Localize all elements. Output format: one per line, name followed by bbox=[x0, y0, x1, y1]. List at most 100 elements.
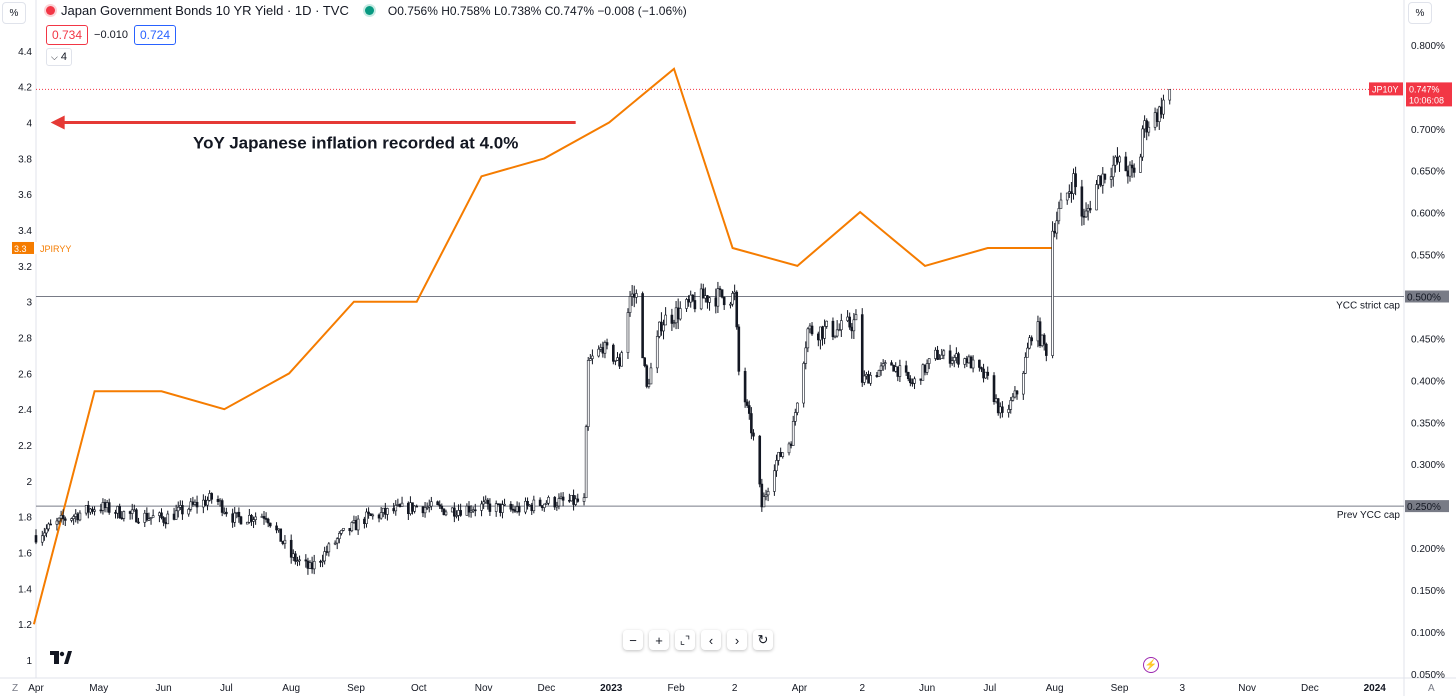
candle-body bbox=[630, 293, 634, 297]
scroll-right-button[interactable]: › bbox=[727, 630, 747, 650]
chart-navigation-toolbar: − + ⌞⌝ ‹ › ↻ bbox=[623, 630, 773, 650]
candle-body bbox=[528, 504, 531, 507]
candle-body bbox=[352, 520, 356, 523]
candle-body bbox=[1024, 356, 1027, 374]
candle-body bbox=[553, 497, 557, 508]
reset-chart-button[interactable]: ↻ bbox=[753, 630, 773, 650]
scroll-left-button[interactable]: ‹ bbox=[701, 630, 721, 650]
candle-body bbox=[701, 288, 705, 299]
candle-body bbox=[1101, 173, 1105, 186]
candle-body bbox=[107, 502, 111, 513]
candle-body bbox=[1132, 167, 1136, 173]
time-tick-label: Dec bbox=[537, 683, 555, 694]
candle-body bbox=[750, 413, 753, 434]
time-tick-label: Nov bbox=[475, 683, 493, 694]
symbol-title[interactable]: Japan Government Bonds 10 YR Yield · 1D … bbox=[61, 3, 349, 18]
candle-body bbox=[672, 322, 676, 325]
candle-body bbox=[409, 502, 412, 514]
candle-body bbox=[1042, 334, 1046, 345]
candle-body bbox=[1097, 175, 1100, 185]
candle-body bbox=[396, 504, 400, 506]
time-tick-label: 2024 bbox=[1364, 683, 1387, 694]
candle-body bbox=[530, 504, 534, 512]
candle-body bbox=[93, 509, 96, 512]
candle-body bbox=[904, 365, 908, 373]
candle-body bbox=[181, 505, 184, 515]
reset-zoom-button[interactable]: ⌞⌝ bbox=[675, 630, 695, 650]
candle-body bbox=[471, 509, 475, 512]
candle-body bbox=[363, 518, 366, 524]
candle-body bbox=[890, 362, 893, 366]
candle-body bbox=[503, 503, 506, 506]
candle-body bbox=[963, 358, 967, 365]
auto-scale-left-button[interactable]: Z bbox=[12, 683, 19, 694]
candle-body bbox=[676, 307, 680, 320]
candle-body bbox=[381, 507, 385, 513]
candle-body bbox=[892, 364, 895, 372]
sell-price-button[interactable]: 0.734 bbox=[46, 25, 89, 45]
candle-body bbox=[787, 443, 791, 454]
candle-body bbox=[840, 320, 843, 331]
candle-body bbox=[453, 507, 456, 517]
right-tick-label: 0.600% bbox=[1411, 209, 1445, 220]
buy-price-button[interactable]: 0.724 bbox=[133, 25, 177, 45]
zoom-out-button[interactable]: − bbox=[623, 630, 643, 650]
ycc-cap-label: Prev YCC cap bbox=[1337, 510, 1401, 521]
high-label: H bbox=[441, 3, 450, 18]
candle-body bbox=[367, 511, 370, 515]
candle-body bbox=[865, 374, 868, 377]
cpi-last-value: 3.3 bbox=[14, 244, 27, 254]
candle-body bbox=[542, 503, 546, 508]
candle-body bbox=[430, 501, 433, 507]
candle-body bbox=[936, 349, 939, 360]
lightning-icon[interactable]: ⚡ bbox=[1143, 657, 1159, 673]
candle-body bbox=[421, 506, 425, 514]
jp10y-countdown: 10:06:08 bbox=[1409, 95, 1444, 105]
candle-body bbox=[716, 288, 720, 307]
left-tick-label: 3.2 bbox=[18, 262, 32, 273]
price-scale-marker-label: 0.250% bbox=[1407, 502, 1441, 513]
candle-body bbox=[779, 452, 782, 457]
candle-body bbox=[1013, 390, 1017, 398]
candle-body bbox=[599, 347, 603, 350]
candle-body bbox=[1128, 164, 1132, 177]
candle-body bbox=[568, 499, 571, 502]
candle-body bbox=[484, 499, 488, 503]
candle-body bbox=[616, 357, 619, 361]
candle-body bbox=[277, 528, 280, 531]
candle-body bbox=[193, 501, 197, 505]
candle-body bbox=[89, 508, 92, 513]
left-tick-label: 1 bbox=[26, 656, 32, 667]
candle-body bbox=[465, 505, 469, 516]
left-tick-label: 2.4 bbox=[18, 405, 32, 416]
candle-body bbox=[145, 512, 149, 521]
left-tick-label: 4 bbox=[26, 119, 32, 130]
candle-body bbox=[473, 509, 477, 512]
candle-body bbox=[1168, 89, 1172, 101]
right-scale-mode-button[interactable]: % bbox=[1408, 2, 1432, 24]
indicators-collapse-button[interactable]: ⌵ 4 bbox=[46, 48, 72, 66]
candle-body bbox=[250, 515, 253, 522]
candle-body bbox=[340, 530, 343, 534]
candle-body bbox=[760, 483, 764, 508]
candle-body bbox=[312, 561, 316, 570]
candle-body bbox=[1109, 176, 1113, 180]
auto-scale-right-button[interactable]: A bbox=[1428, 683, 1435, 694]
candle-body bbox=[804, 347, 808, 364]
right-tick-label: 0.300% bbox=[1411, 460, 1445, 471]
left-scale-mode-button[interactable]: % bbox=[2, 2, 26, 24]
high-value: 0.758% bbox=[449, 3, 491, 18]
candle-body bbox=[678, 308, 682, 320]
candle-body bbox=[321, 560, 324, 563]
zoom-in-button[interactable]: + bbox=[649, 630, 669, 650]
candle-body bbox=[743, 371, 747, 403]
candle-body bbox=[978, 359, 981, 368]
candle-body bbox=[775, 460, 778, 472]
candle-body bbox=[122, 511, 126, 519]
jp10y-name-box bbox=[1369, 82, 1403, 96]
candle-body bbox=[348, 527, 352, 532]
annotation-arrow-head bbox=[50, 115, 65, 130]
left-tick-label: 2.6 bbox=[18, 369, 32, 380]
candle-body bbox=[63, 518, 67, 521]
